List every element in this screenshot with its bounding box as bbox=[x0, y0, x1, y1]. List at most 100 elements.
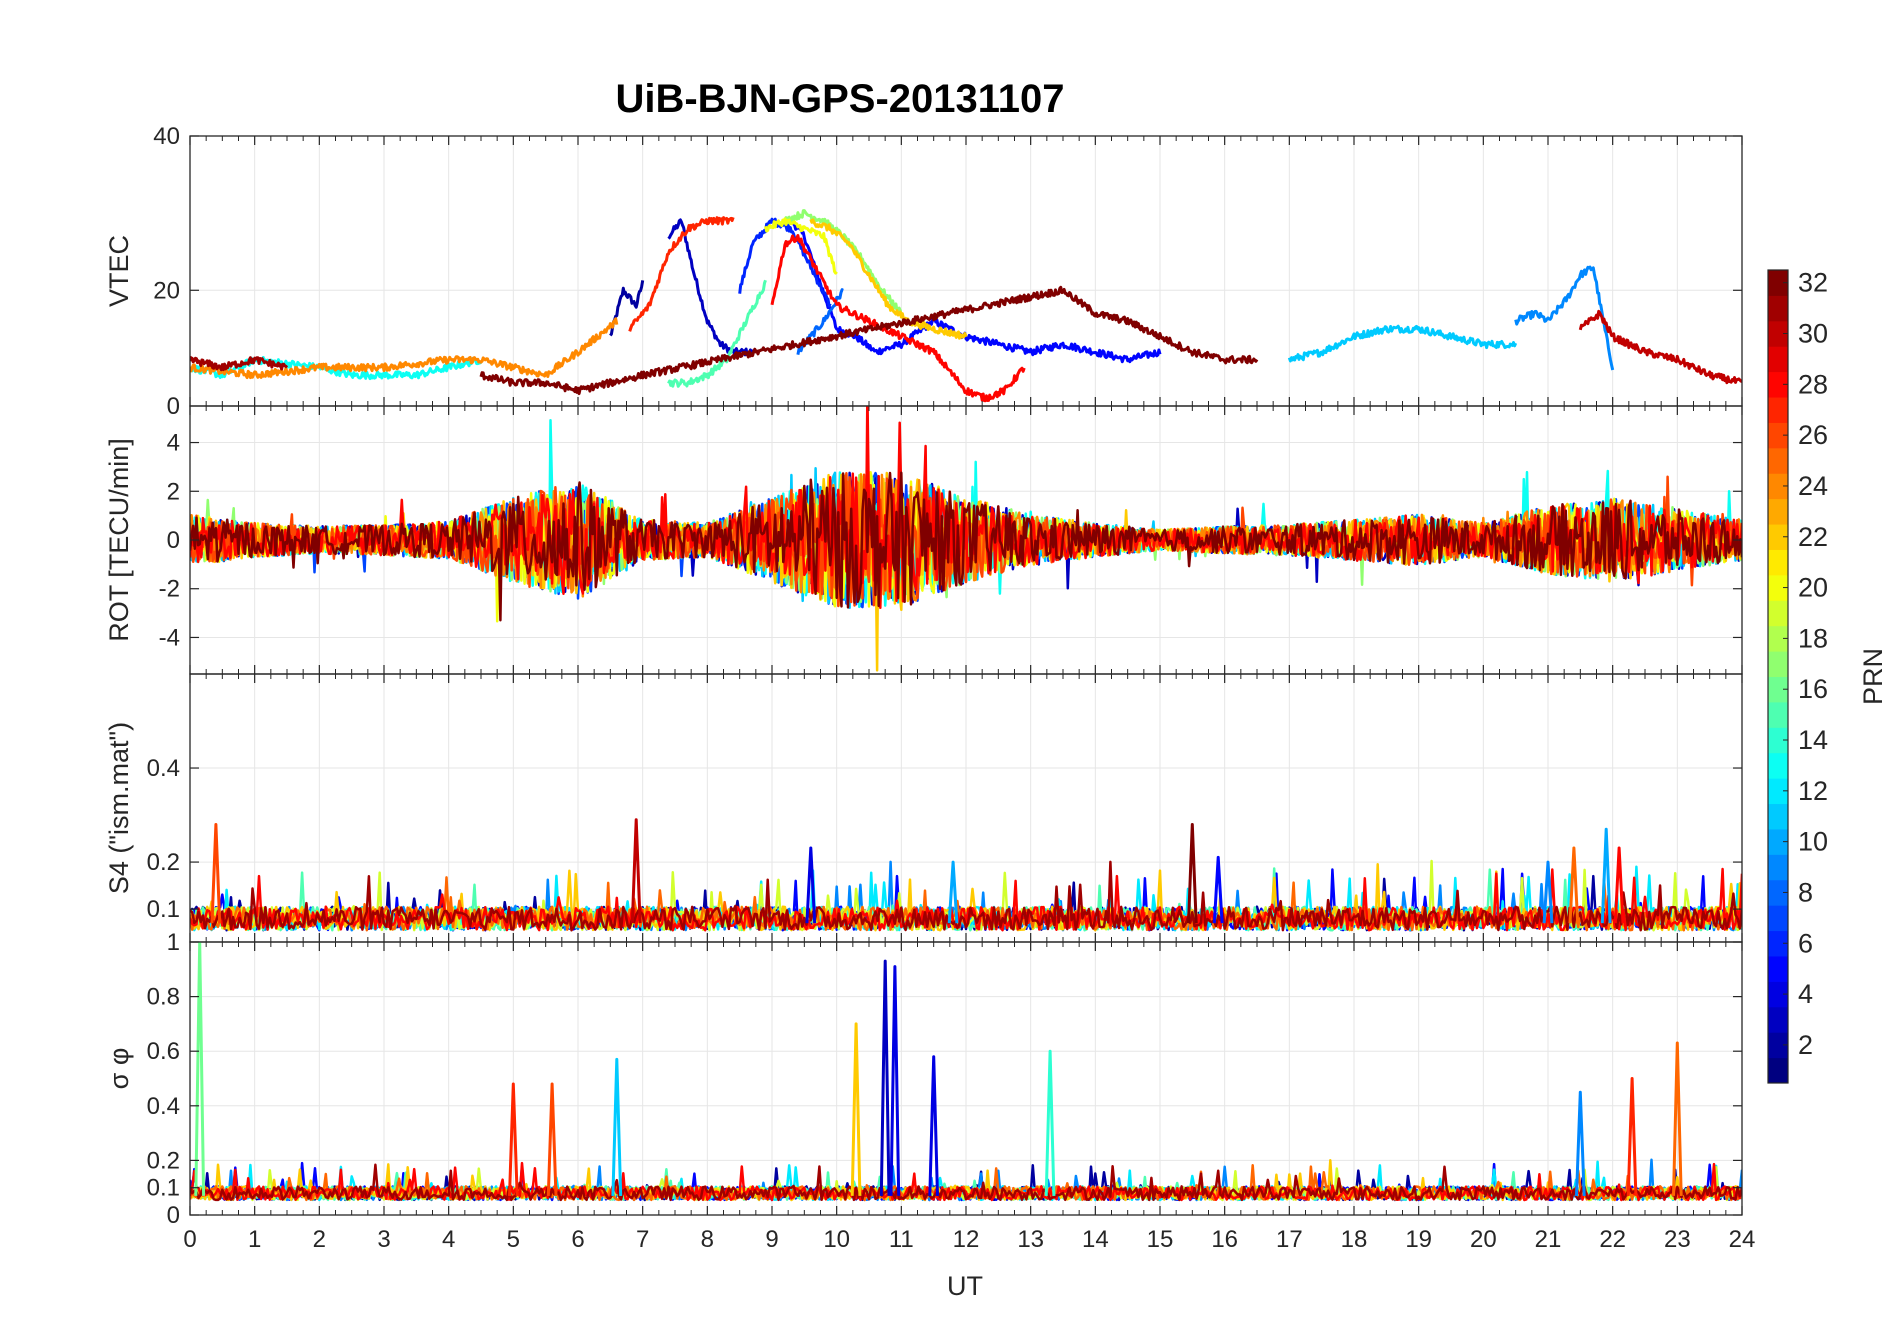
vtec-series-prn-2 bbox=[609, 280, 645, 337]
s4-peak bbox=[947, 860, 959, 924]
y-tick-label: 0.2 bbox=[147, 849, 180, 876]
colorbar-swatch bbox=[1768, 447, 1788, 474]
colorbar-swatch bbox=[1768, 270, 1788, 296]
vtec-series-prn-24 bbox=[190, 317, 619, 380]
vtec-series-prn-28 bbox=[770, 234, 1026, 403]
vtec-series-prn-32 bbox=[479, 285, 1259, 396]
colorbar-swatch bbox=[1768, 854, 1788, 881]
colorbar-tick-label: 4 bbox=[1798, 979, 1813, 1009]
colorbar-swatch bbox=[1768, 905, 1788, 932]
vtec-series-prn-13 bbox=[190, 356, 482, 381]
s4-peak bbox=[1568, 846, 1580, 924]
colorbar-tick-label: 16 bbox=[1798, 674, 1828, 704]
x-tick-label: 9 bbox=[765, 1226, 778, 1253]
x-tick-label: 8 bbox=[701, 1226, 714, 1253]
sigma-peak bbox=[889, 965, 901, 1196]
colorbar-swatch bbox=[1768, 981, 1788, 1008]
x-axis-label: UT bbox=[947, 1271, 983, 1301]
vtec-series-prn-11 bbox=[1287, 324, 1518, 363]
colorbar-swatch bbox=[1768, 727, 1788, 754]
colorbar-tick-label: 24 bbox=[1798, 471, 1828, 501]
colorbar-tick-label: 26 bbox=[1798, 420, 1828, 450]
x-tick-label: 7 bbox=[636, 1226, 649, 1253]
colorbar-swatch bbox=[1768, 600, 1788, 627]
colorbar-swatch bbox=[1768, 498, 1788, 525]
y-tick-label: 0.8 bbox=[147, 984, 180, 1011]
colorbar-swatch bbox=[1768, 930, 1788, 957]
sigma-peak bbox=[928, 1055, 939, 1196]
x-tick-label: 2 bbox=[313, 1226, 326, 1253]
vtec-series-prn-9 bbox=[1514, 265, 1615, 371]
x-tick-label: 17 bbox=[1276, 1226, 1303, 1253]
y-tick-label: 0 bbox=[167, 527, 180, 554]
y-tick-label: 0.4 bbox=[147, 1093, 180, 1120]
x-tick-label: 0 bbox=[183, 1226, 196, 1253]
colorbar-swatch bbox=[1768, 524, 1788, 550]
x-tick-label: 19 bbox=[1405, 1226, 1432, 1253]
axes: 20 40 VTEC bbox=[104, 123, 1743, 407]
sigma-series-group bbox=[190, 942, 1742, 1202]
y-tick-label: 1 bbox=[167, 929, 180, 956]
y-tick-label: 2 bbox=[167, 478, 180, 505]
s4-peak bbox=[1187, 823, 1198, 924]
colorbar-swatch bbox=[1768, 346, 1788, 373]
colorbar-swatch bbox=[1768, 1032, 1788, 1059]
y-tick-label: 0.2 bbox=[147, 1147, 180, 1174]
y-axis-label: VTEC bbox=[104, 235, 134, 307]
colorbar-tick-label: 28 bbox=[1798, 369, 1828, 399]
colorbar-tick-label: 10 bbox=[1798, 827, 1828, 857]
sigma-phi-panel: 00.10.20.40.60.810 1 2 3 4 5 6 7 8 9 10 11 12 13 14 15 1… bbox=[104, 929, 1755, 1253]
colorbar-swatch bbox=[1768, 320, 1788, 347]
s4-peak bbox=[1542, 860, 1554, 924]
s4-peak bbox=[630, 818, 642, 924]
vtec-series-prn-20 bbox=[764, 217, 838, 275]
y-axis-label: ROT [TECU/min] bbox=[104, 438, 134, 642]
colorbar-tick-label: 14 bbox=[1798, 725, 1828, 755]
x-tick-label: 15 bbox=[1147, 1226, 1174, 1253]
colorbar-swatch bbox=[1768, 676, 1788, 703]
vtec-series-group bbox=[190, 209, 1742, 403]
x-tick-label: 16 bbox=[1211, 1226, 1238, 1253]
axes: 00.10.20.40.60.810 1 2 3 4 5 6 7 8 9 10 11 12 13 14 15 1… bbox=[104, 929, 1755, 1253]
colorbar-tick-label: 22 bbox=[1798, 522, 1828, 552]
x-tick-label: 22 bbox=[1599, 1226, 1626, 1253]
s4-peak bbox=[1212, 855, 1224, 924]
colorbar-swatch bbox=[1768, 955, 1788, 982]
colorbar-tick-label: 12 bbox=[1798, 776, 1828, 806]
vtec-series-prn-30 bbox=[1578, 309, 1742, 385]
sigma-peak bbox=[1044, 1049, 1056, 1196]
colorbar-label: PRN bbox=[1858, 648, 1888, 705]
colorbar-swatch bbox=[1768, 752, 1788, 779]
colorbar-swatch bbox=[1768, 803, 1788, 830]
colorbar-swatch bbox=[1768, 574, 1788, 601]
y-tick-label: 20 bbox=[153, 277, 180, 304]
sigma-peak bbox=[194, 942, 206, 1196]
s4-peak bbox=[805, 846, 817, 924]
s4-panel: 0.1 0.2 0.4 S4 ("ism.mat") bbox=[104, 673, 1743, 943]
colorbar-swatch bbox=[1768, 778, 1788, 805]
sigma-peak bbox=[546, 1082, 558, 1196]
colorbar-swatch bbox=[1768, 295, 1788, 322]
colorbar-swatch bbox=[1768, 1006, 1788, 1033]
colorbar-tick-label: 30 bbox=[1798, 319, 1828, 349]
s4-series-prn-31 bbox=[190, 860, 1742, 932]
y-tick-label: 4 bbox=[167, 430, 180, 457]
colorbar-swatch bbox=[1768, 701, 1788, 728]
sigma-peak bbox=[879, 959, 891, 1196]
x-tick-label: 23 bbox=[1664, 1226, 1691, 1253]
sigma-peak bbox=[850, 1022, 862, 1196]
y-tick-label: 0.1 bbox=[147, 1175, 180, 1202]
colorbar-swatch bbox=[1768, 371, 1788, 398]
vtec-series-prn-27 bbox=[628, 216, 735, 332]
colorbar-swatch bbox=[1768, 549, 1788, 576]
sigma-peak bbox=[508, 1082, 519, 1196]
x-tick-label: 14 bbox=[1082, 1226, 1109, 1253]
colorbar-tick-label: 18 bbox=[1798, 623, 1828, 653]
x-tick-label: 21 bbox=[1535, 1226, 1562, 1253]
sigma-series-prn-31 bbox=[190, 1163, 1742, 1202]
s4-peak bbox=[1613, 846, 1625, 924]
x-tick-label: 4 bbox=[442, 1226, 455, 1253]
x-tick-label: 12 bbox=[953, 1226, 980, 1253]
